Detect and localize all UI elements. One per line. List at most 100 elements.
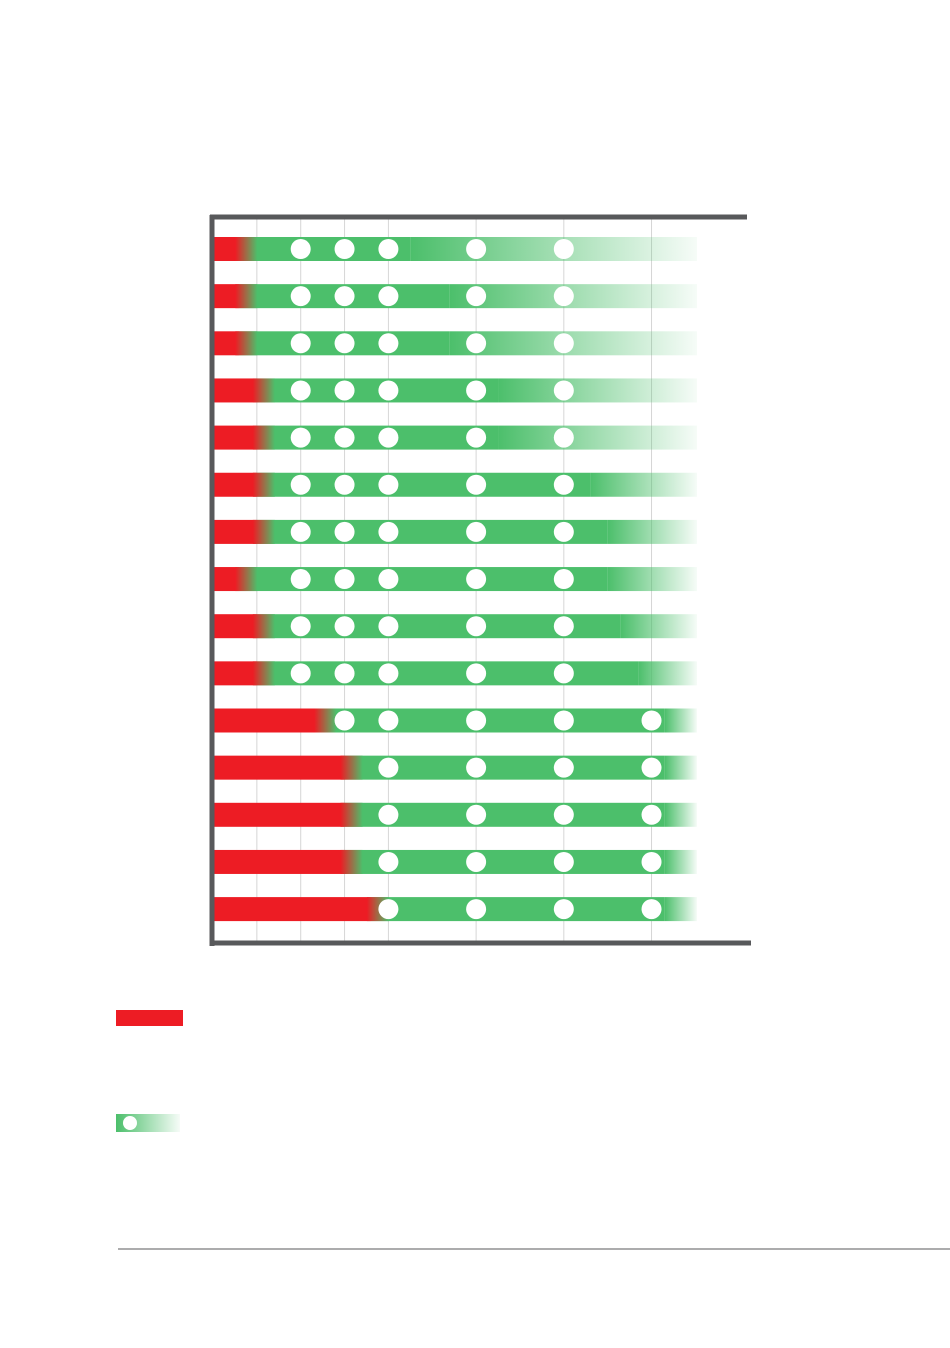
segment-blend [235, 237, 258, 261]
marker [553, 427, 574, 448]
marker [466, 427, 487, 448]
segment-blend [340, 755, 363, 780]
marker [466, 663, 487, 684]
red-segment [213, 755, 345, 780]
marker [378, 569, 399, 590]
marker [553, 474, 574, 495]
marker [553, 616, 574, 637]
green-fade [664, 755, 697, 780]
marker [334, 616, 355, 637]
marker [334, 663, 355, 684]
segment-blend [252, 425, 275, 450]
green-fade [498, 425, 697, 450]
marker [641, 851, 662, 872]
marker [334, 286, 355, 307]
marker [553, 663, 574, 684]
marker [553, 521, 574, 542]
segment-blend [340, 849, 363, 874]
segment-blend [252, 519, 275, 544]
green-fade [620, 614, 697, 639]
marker [290, 521, 311, 542]
segment-blend [252, 378, 275, 403]
marker [553, 851, 574, 872]
marker [466, 333, 487, 354]
legend-swatch-red [116, 1010, 183, 1026]
marker [378, 474, 399, 495]
red-segment [213, 567, 240, 592]
red-segment [213, 331, 240, 356]
marker [378, 521, 399, 542]
marker [466, 899, 487, 920]
marker [553, 333, 574, 354]
red-segment [213, 237, 240, 261]
green-fade [664, 708, 697, 733]
marker [378, 427, 399, 448]
marker [290, 333, 311, 354]
marker [378, 333, 399, 354]
segment-blend [235, 284, 258, 309]
marker [378, 851, 399, 872]
marker [466, 286, 487, 307]
marker [378, 663, 399, 684]
marker [334, 474, 355, 495]
marker [378, 286, 399, 307]
marker [334, 333, 355, 354]
marker [553, 286, 574, 307]
red-segment [213, 661, 257, 686]
red-segment [213, 802, 345, 827]
marker [290, 380, 311, 401]
red-segment [213, 897, 371, 922]
marker [290, 616, 311, 637]
green-fade [607, 567, 697, 592]
green-segment [256, 519, 608, 544]
green-fade [638, 661, 697, 686]
green-fade [590, 472, 697, 497]
green-segment [318, 708, 665, 733]
marker [290, 569, 311, 590]
segment-blend [235, 331, 258, 356]
marker [378, 380, 399, 401]
marker [466, 239, 487, 259]
marker [334, 239, 355, 259]
red-segment [213, 614, 257, 639]
marker [378, 616, 399, 637]
green-fade [410, 237, 697, 261]
green-fade [498, 378, 697, 403]
marker [466, 710, 487, 731]
marker [466, 380, 487, 401]
marker [378, 899, 399, 920]
marker [290, 427, 311, 448]
marker [334, 427, 355, 448]
red-segment [213, 425, 257, 450]
marker [334, 569, 355, 590]
marker [553, 757, 574, 778]
marker [641, 804, 662, 825]
marker [378, 239, 399, 259]
green-segment [370, 897, 665, 922]
red-segment [213, 708, 319, 733]
segment-blend [314, 708, 337, 733]
marker [378, 757, 399, 778]
marker [334, 380, 355, 401]
marker [553, 899, 574, 920]
segment-blend [340, 802, 363, 827]
marker [334, 710, 355, 731]
green-segment [256, 661, 639, 686]
red-segment [213, 284, 240, 309]
segment-blend [252, 661, 275, 686]
marker [466, 569, 487, 590]
green-fade [664, 802, 697, 827]
marker [466, 804, 487, 825]
marker [641, 899, 662, 920]
marker [466, 851, 487, 872]
marker [290, 286, 311, 307]
red-segment [213, 849, 345, 874]
marker [553, 380, 574, 401]
marker [641, 710, 662, 731]
marker [290, 663, 311, 684]
bars [213, 237, 697, 922]
red-segment [213, 378, 257, 403]
marker [334, 521, 355, 542]
